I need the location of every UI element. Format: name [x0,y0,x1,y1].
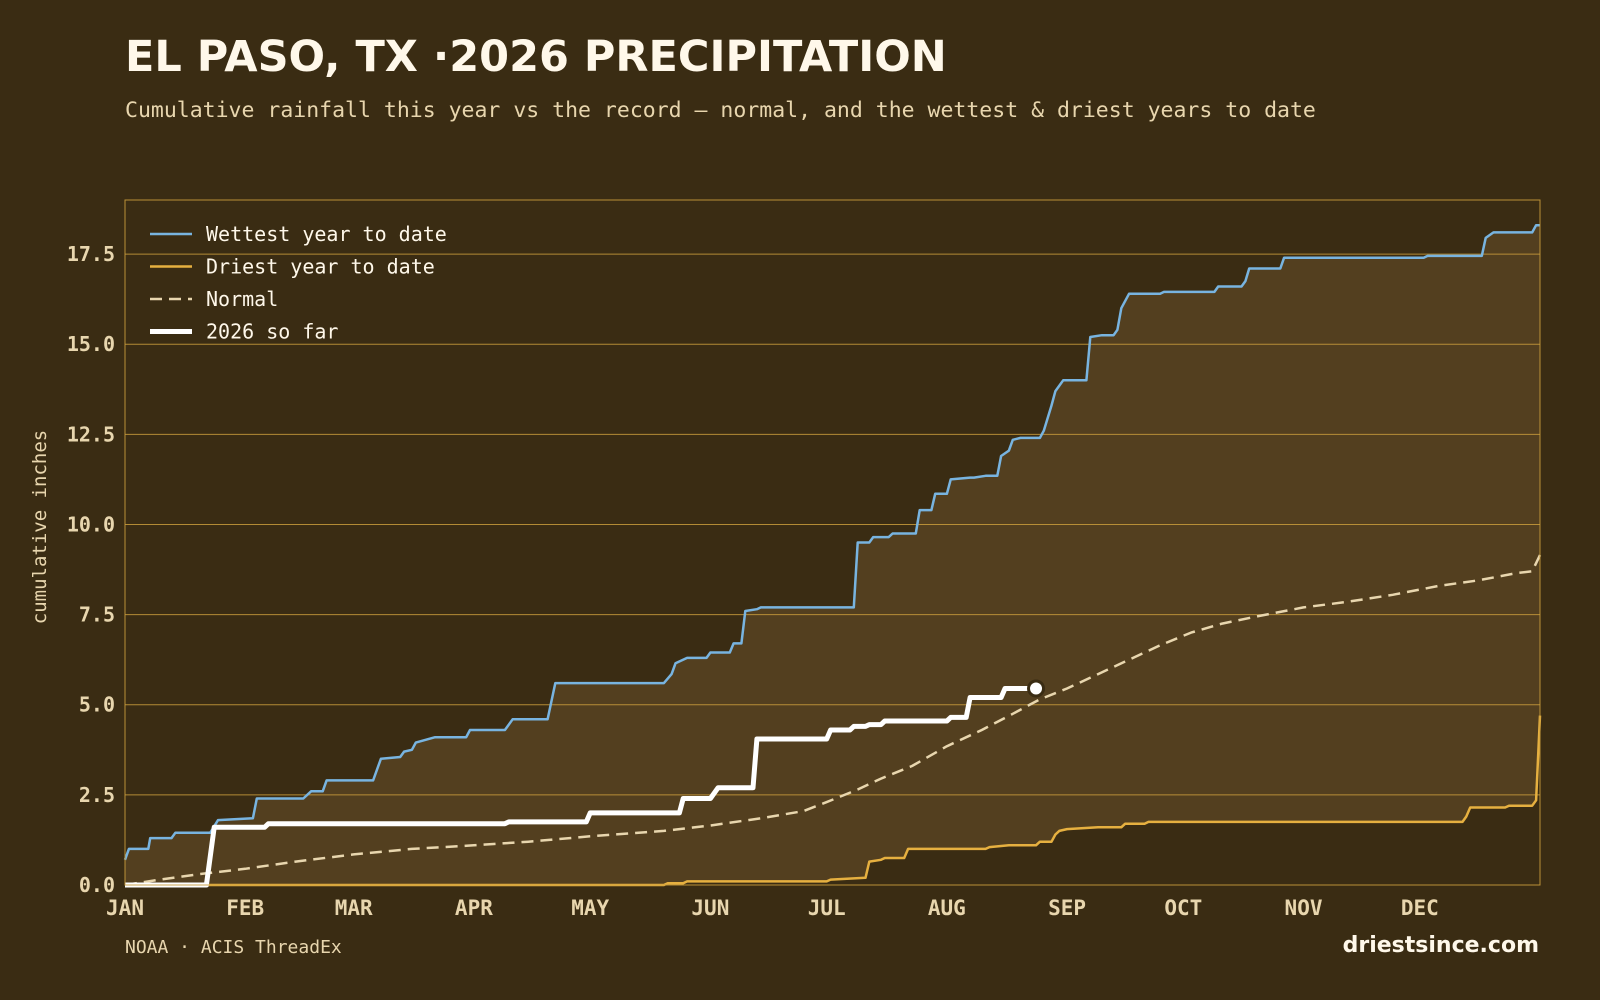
y-tick-label: 15.0 [67,332,115,356]
y-tick-label: 17.5 [67,242,115,266]
x-tick-label: MAY [571,896,609,920]
x-tick-label: MAR [335,896,373,920]
x-tick-label: JAN [106,896,144,920]
x-tick-label: SEP [1048,896,1086,920]
series-line-2026-so-far [125,686,1036,888]
legend-label: Driest year to date [206,255,435,279]
series-line-wettest-year-to-date [123,223,1540,861]
legend-label: 2026 so far [206,320,338,344]
legend-label: Wettest year to date [206,222,447,246]
plot-frame [124,199,1541,886]
range-band [125,225,1540,885]
y-axis-label: cumulative inches [29,430,51,624]
chart-title: EL PASO, TX ·2026 PRECIPITATION [125,32,947,82]
axes: 0.0 2.5 5.0 7.5 10.0 12.5 15.0 17.5 JAN FEB MAR APR… [67,199,1541,920]
chart-subtitle: Cumulative rainfall this year vs the rec… [125,98,1316,123]
y-tick-label: 7.5 [79,603,115,627]
y-tick-label: 0.0 [79,873,115,897]
x-tick-label: JUL [808,896,846,920]
grid-lines [125,253,1540,796]
x-tick-label: OCT [1164,896,1202,920]
y-tick-label: 12.5 [67,422,115,446]
x-tick-label: NOV [1285,896,1323,920]
y-tick-label: 10.0 [67,512,115,536]
site-brand: driestsince.com [1342,933,1539,958]
current-value-marker [1027,679,1046,698]
x-tick-label: APR [455,896,493,920]
series-lines [123,223,1542,888]
y-tick-label: 2.5 [79,783,115,807]
wettest-driest-band [125,225,1540,885]
data-source: NOAA · ACIS ThreadEx [125,937,342,958]
x-tick-label: FEB [226,896,264,920]
x-tick-label: AUG [928,896,966,920]
y-tick-label: 5.0 [79,693,115,717]
series-line-driest-year-to-date [125,715,1542,887]
legend: Wettest year to date Driest year to date N… [150,222,447,344]
x-tick-label: JUN [691,896,729,920]
series-line-normal [124,554,1542,887]
x-tick-label: DEC [1401,896,1439,920]
legend-label: Normal [206,287,278,311]
